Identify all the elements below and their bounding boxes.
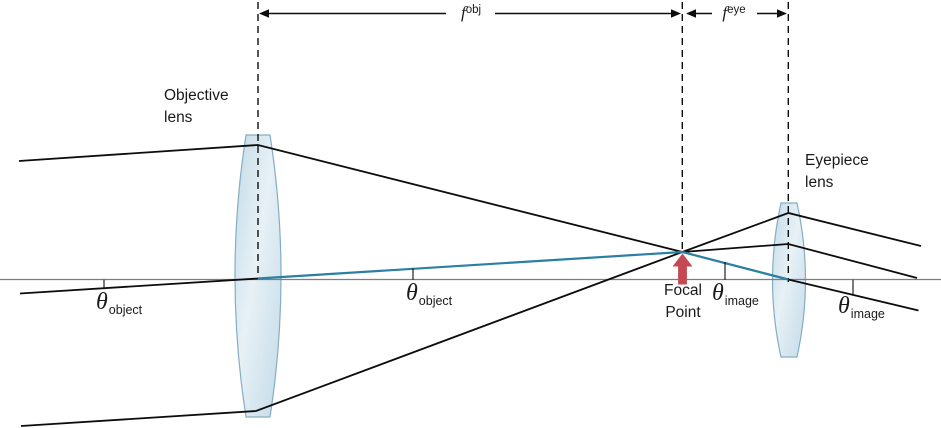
f-eye-superscript: eye (727, 4, 746, 16)
theta-symbol: θ (838, 293, 850, 319)
light-ray (19, 277, 259, 295)
theta-image-subscript: image (724, 294, 759, 308)
theta-image-subscript: image (850, 307, 885, 321)
theta-symbol: θ (712, 280, 724, 306)
light-ray (18, 144, 683, 253)
theta-image-label-right: θimage (838, 294, 885, 326)
eyepiece-lens-label-line1: Eyepiece (805, 152, 869, 169)
theta-object-subscript: object (108, 303, 143, 317)
f-eye-arrow-left-arrowhead-icon (686, 9, 696, 18)
theta-image-label-left: θimage (712, 281, 759, 313)
f-eye-arrow-right-arrowhead-icon (777, 9, 787, 18)
light-ray (681, 212, 922, 253)
light-ray (788, 278, 919, 312)
theta-symbol: θ (96, 289, 108, 315)
theta-object-label-right: θobject (406, 281, 452, 313)
eyepiece-lens-label: Eyepiece lens (805, 150, 869, 194)
focal-point-arrow-icon (672, 253, 693, 285)
eyepiece-lens-label-line2: lens (805, 174, 834, 191)
f-eye-symbol: f (722, 3, 728, 22)
focal-point-label: Focal Point (647, 280, 719, 324)
objective-lens-shape (234, 134, 282, 418)
theta-symbol: θ (406, 280, 418, 306)
highlighted-chief-ray (257, 250, 789, 281)
objective-lens-label-line1: Objective (164, 87, 229, 104)
objective-lens-label-line2: lens (164, 109, 193, 126)
focal-point-label-line2: Point (665, 304, 701, 321)
theta-object-label-left: θobject (96, 290, 142, 322)
f-obj-symbol: f (460, 3, 466, 22)
light-ray (20, 251, 683, 427)
light-ray (682, 243, 918, 279)
theta-object-subscript: object (418, 294, 453, 308)
f-eye-label: feye (710, 0, 758, 24)
f-obj-label: fobj (446, 0, 496, 24)
f-obj-superscript: obj (465, 4, 482, 16)
f-obj-arrow-right-arrowhead-icon (671, 9, 681, 18)
objective-lens-label: Objective lens (164, 85, 229, 129)
f-obj-arrow-left-arrowhead-icon (259, 9, 269, 18)
focal-point-label-line1: Focal (664, 282, 702, 299)
